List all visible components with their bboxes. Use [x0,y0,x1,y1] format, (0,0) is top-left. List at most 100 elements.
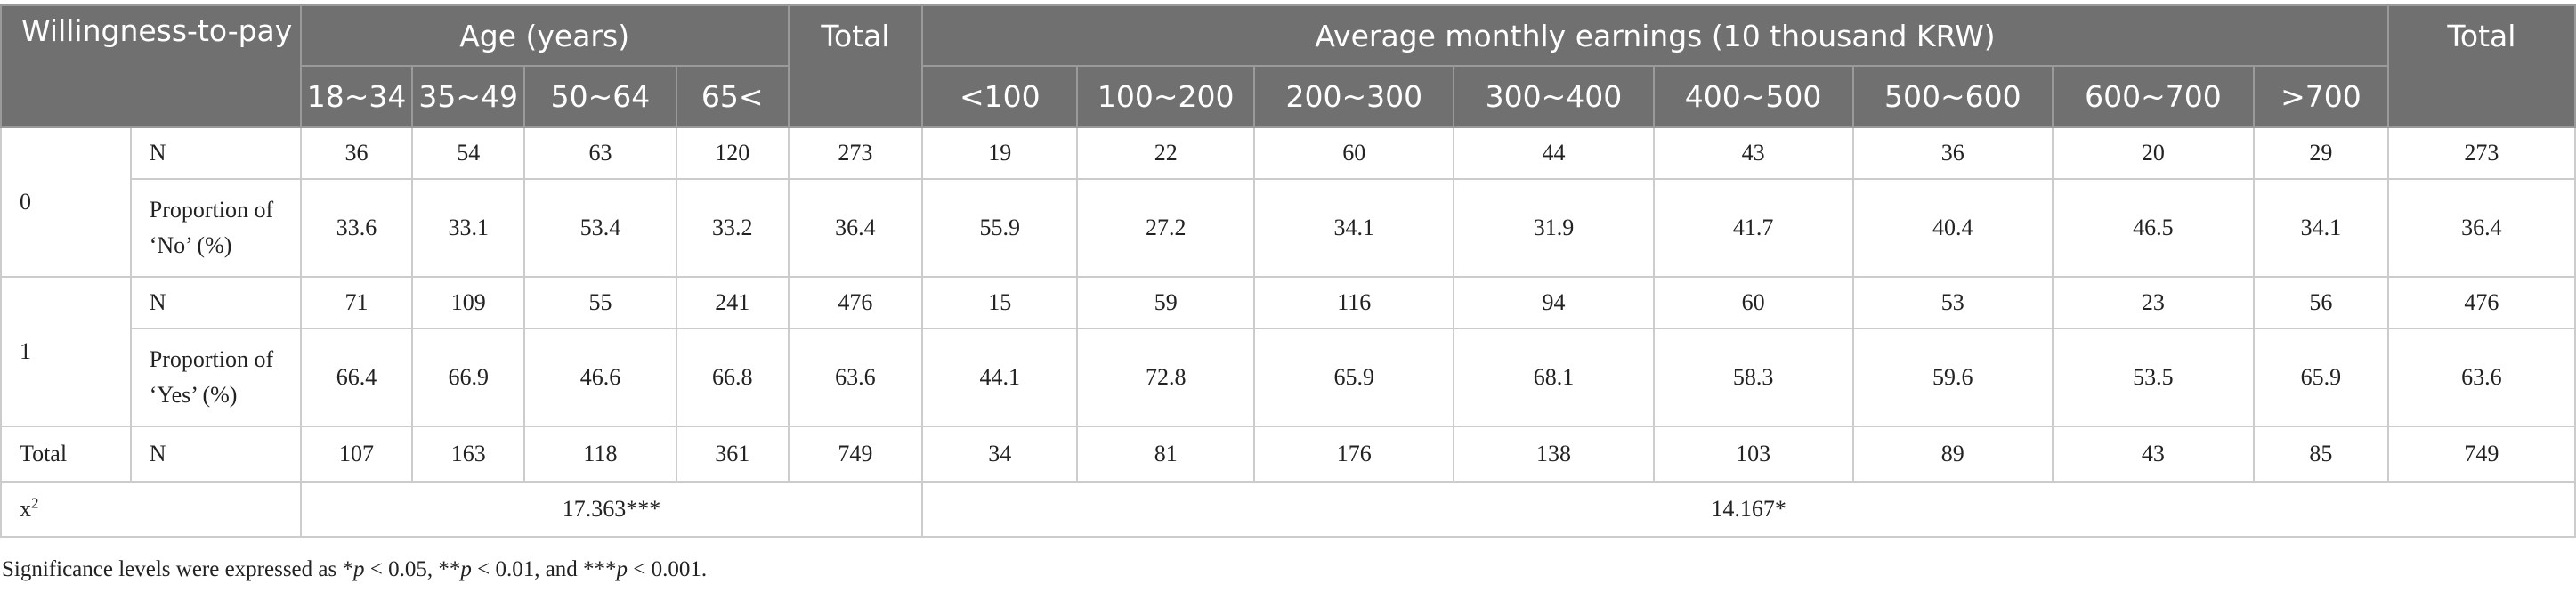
header-willingness-to-pay: Willingness-to-pay [0,4,302,128]
earnings-value-cell: 22 [1076,126,1256,180]
earnings-value-cell: 65.9 [1253,328,1455,427]
footnote-p-symbol: p [460,557,472,581]
earnings-value-cell: 20 [2051,126,2256,180]
header-earnings-band: 500~600 [1851,65,2054,128]
age-value-cell: 55 [523,276,677,329]
earnings-value-cell: 138 [1453,426,1655,483]
age-value-cell: 33.1 [411,178,526,278]
chi-square-earnings-value: 14.167* [921,481,2576,538]
earnings-value-cell: 116 [1253,276,1455,329]
earnings-value-cell: 23 [2051,276,2256,329]
earnings-value-cell: 53 [1851,276,2054,329]
age-value-cell: 71 [299,276,414,329]
earnings-value-cell: 41.7 [1652,178,1854,278]
table-row: Total N 107 163 118 361 749 34 81 176 138 103 89 43 85… [0,426,2576,483]
earnings-value-cell: 65.9 [2253,328,2389,427]
footnote-level-3: < 0.001. [628,557,708,581]
earnings-value-cell: 68.1 [1453,328,1655,427]
willingness-to-pay-table: Willingness-to-pay Age (years) Total Ave… [0,4,2576,538]
chi-square-age-value: 17.363*** [299,481,924,538]
header-total-earnings: Total [2386,4,2576,128]
age-value-cell: 54 [411,126,526,180]
earnings-value-cell: 34.1 [2253,178,2389,278]
header-age-band: 65< [675,65,790,128]
age-value-cell: 361 [675,426,790,483]
age-value-cell: 36 [299,126,414,180]
footnote-p-symbol: p [616,557,628,581]
age-value-cell: 53.4 [523,178,677,278]
earnings-value-cell: 15 [921,276,1079,329]
earnings-value-cell: 19 [921,126,1079,180]
table-row: 1 N 71 109 55 241 476 15 59 116 94 60 53 23 56 476 [0,276,2576,427]
row-group-label: 0 [0,126,132,278]
earnings-value-cell: 34.1 [1253,178,1455,278]
earnings-value-cell: 40.4 [1851,178,2054,278]
earnings-value-cell: 46.5 [2051,178,2256,278]
earnings-value-cell: 44.1 [921,328,1079,427]
chi-square-symbol: x [20,496,31,522]
header-earnings-band: 300~400 [1453,65,1655,128]
earnings-value-cell: 60 [1652,276,1854,329]
header-earnings-band: 100~200 [1076,65,1256,128]
row-group-label: Total [0,426,132,483]
earnings-value-cell: 31.9 [1453,178,1655,278]
earnings-total-cell: 273 [2386,126,2576,180]
age-value-cell: 63 [523,126,677,180]
header-earnings-band: 200~300 [1253,65,1455,128]
earnings-value-cell: 89 [1851,426,2054,483]
earnings-total-cell: 749 [2386,426,2576,483]
age-value-cell: 163 [411,426,526,483]
earnings-value-cell: 36 [1851,126,2054,180]
age-value-cell: 109 [411,276,526,329]
earnings-value-cell: 34 [921,426,1079,483]
earnings-value-cell: 56 [2253,276,2389,329]
age-value-cell: 118 [523,426,677,483]
age-value-cell: 66.8 [675,328,790,427]
earnings-value-cell: 72.8 [1076,328,1256,427]
chi-square-row: x2 17.363*** 14.167* [0,481,2576,538]
earnings-value-cell: 27.2 [1076,178,1256,278]
row-measure-label: Proportion of ‘No’ (%) [129,178,302,278]
row-measure-label: Proportion of ‘Yes’ (%) [129,328,302,427]
age-value-cell: 33.6 [299,178,414,278]
earnings-total-cell: 36.4 [2386,178,2576,278]
age-value-cell: 241 [675,276,790,329]
age-value-cell: 46.6 [523,328,677,427]
age-value-cell: 107 [299,426,414,483]
age-value-cell: 66.9 [411,328,526,427]
earnings-value-cell: 60 [1253,126,1455,180]
earnings-value-cell: 103 [1652,426,1854,483]
header-age-band: 18~34 [299,65,414,128]
earnings-value-cell: 59.6 [1851,328,2054,427]
age-total-cell: 63.6 [787,328,924,427]
earnings-value-cell: 59 [1076,276,1256,329]
footnote-level-2: < 0.01, and *** [471,557,617,581]
header-earnings-group: Average monthly earnings (10 thousand KR… [921,4,2389,67]
chi-square-label: x2 [0,481,302,538]
row-measure-label: N [129,126,302,180]
earnings-value-cell: 44 [1453,126,1655,180]
chi-square-superscript: 2 [31,494,39,512]
row-group-label: 1 [0,276,132,427]
table-row: Proportion of ‘No’ (%) 33.6 33.1 53.4 33.2 36… [1,178,2576,278]
earnings-value-cell: 53.5 [2051,328,2256,427]
header-earnings-band: 600~700 [2051,65,2256,128]
row-measure-label: N [129,426,302,483]
earnings-value-cell: 55.9 [921,178,1079,278]
age-total-cell: 273 [787,126,924,180]
significance-footnote: Significance levels were expressed as *p… [2,557,707,582]
table-row: Proportion of ‘Yes’ (%) 66.4 66.9 46.6 66.8 6… [1,328,2576,427]
header-band-row: 18~34 35~49 50~64 65< <100 100~200 200~300 300~… [1,65,2575,128]
earnings-value-cell: 43 [2051,426,2256,483]
row-measure-label: N [129,276,302,329]
age-total-cell: 749 [787,426,924,483]
earnings-total-cell: 63.6 [2386,328,2576,427]
earnings-value-cell: 81 [1076,426,1256,483]
header-earnings-band: 400~500 [1652,65,1854,128]
age-value-cell: 120 [675,126,790,180]
table-body: 0 N 36 54 63 120 273 19 22 60 44 43 36 20 29 273 Proport… [0,126,2576,538]
earnings-total-cell: 476 [2386,276,2576,329]
earnings-value-cell: 43 [1652,126,1854,180]
earnings-value-cell: 176 [1253,426,1455,483]
earnings-value-cell: 94 [1453,276,1655,329]
